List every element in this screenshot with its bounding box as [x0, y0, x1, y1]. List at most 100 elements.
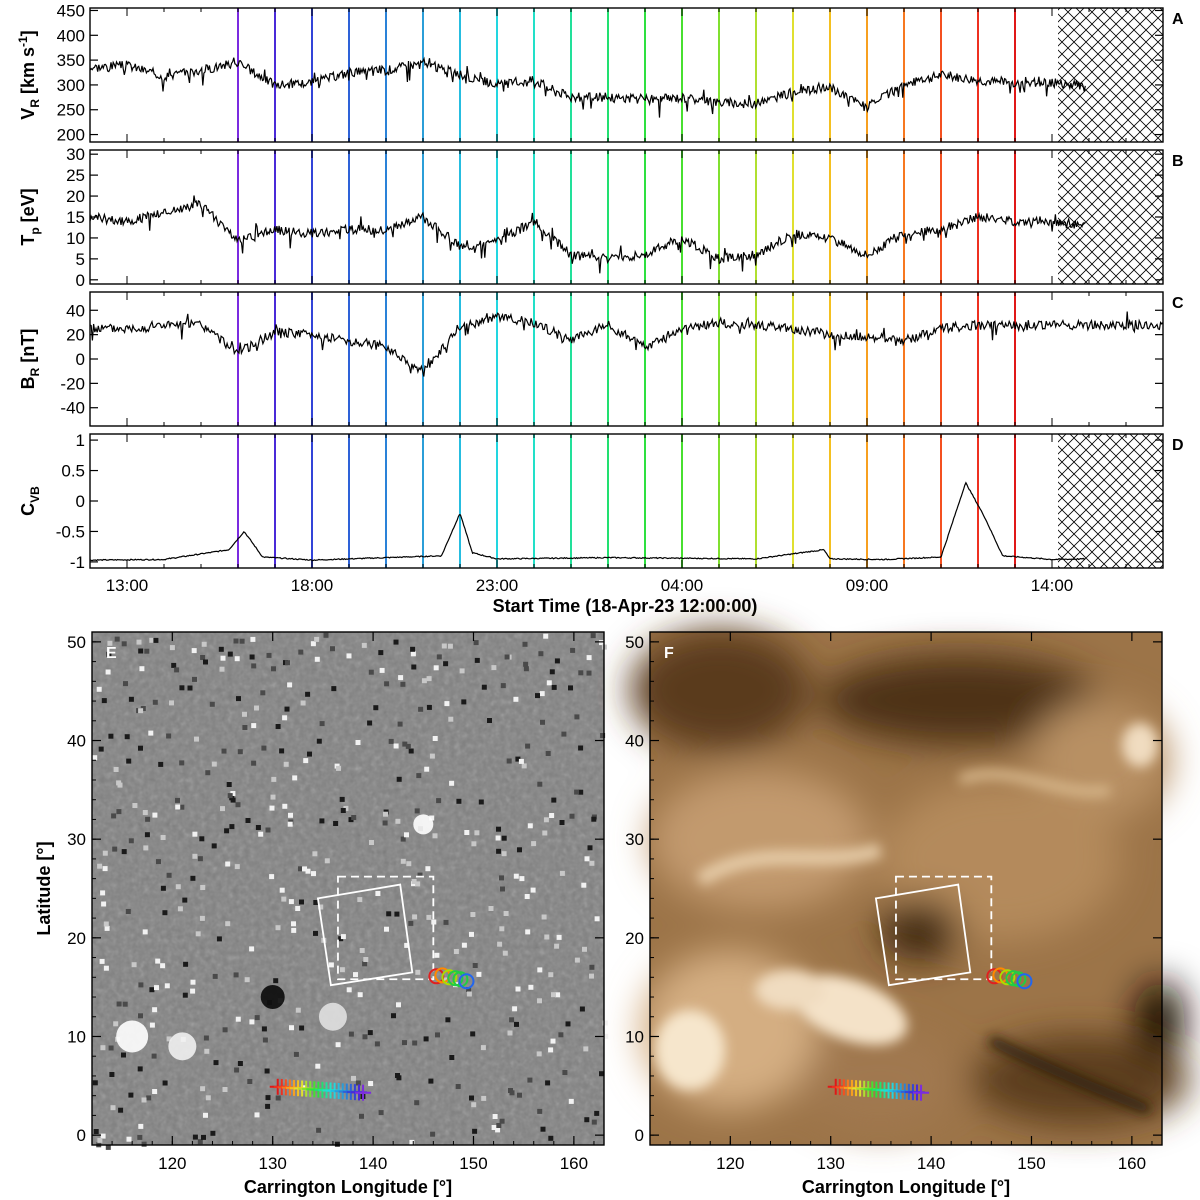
- magnetogram-pixel: [247, 1079, 253, 1084]
- magnetogram-pixel: [192, 831, 198, 837]
- magnetogram-pixel: [501, 835, 507, 841]
- magnetogram-pixel: [397, 721, 403, 727]
- magnetogram-pixel: [124, 734, 130, 740]
- magnetogram-pixel: [275, 1095, 281, 1101]
- magnetogram-pixel: [175, 884, 181, 890]
- magnetogram-pixel: [565, 1021, 571, 1027]
- magnetogram-pixel: [295, 1007, 301, 1013]
- magnetogram-pixel: [126, 758, 132, 764]
- magnetogram-pixel: [562, 1070, 568, 1075]
- panel-frame: [89, 433, 1164, 569]
- footpoint-circle: [441, 969, 458, 986]
- footpoint-circle: [999, 969, 1016, 986]
- magnetogram-pixel: [154, 985, 159, 991]
- y-tick-label: -1: [70, 553, 85, 572]
- magnetogram-pixel: [400, 858, 406, 864]
- magnetogram-pixel: [187, 685, 193, 691]
- magnetogram-pixel: [195, 931, 201, 937]
- magnetogram-pixel: [348, 1031, 354, 1037]
- magnetogram-pixel: [200, 885, 206, 890]
- map-y-tick-label: 50: [67, 633, 86, 652]
- magnetogram-pixel: [537, 967, 543, 973]
- magnetogram-pixel: [551, 684, 557, 690]
- time-tick-label: 14:00: [1031, 576, 1074, 595]
- magnetogram-pixel: [405, 743, 411, 749]
- magnetogram-pixel: [466, 987, 472, 992]
- magnetogram-pixel: [136, 639, 142, 645]
- magnetogram-pixel: [425, 866, 431, 872]
- magnetogram-pixel: [502, 950, 508, 956]
- magnetogram-pixel: [594, 916, 600, 922]
- magnetogram-pixel: [102, 866, 108, 872]
- magnetogram-pixel: [574, 789, 580, 795]
- magnetogram-pixel: [402, 1040, 407, 1046]
- magnetogram-pixel: [426, 676, 432, 682]
- magnetogram-pixel: [132, 803, 138, 808]
- magnetogram-pixel: [432, 736, 438, 741]
- magnetogram-pixel: [239, 638, 245, 644]
- magnetogram-pixel: [586, 670, 592, 676]
- magnetogram-pixel: [499, 926, 505, 932]
- magnetogram-pixel: [583, 1046, 589, 1052]
- map-y-tick-label: 20: [67, 929, 86, 948]
- magnetogram-pixel: [319, 721, 325, 727]
- magnetogram-pixel: [194, 736, 199, 742]
- magnetogram-pixel: [594, 1110, 600, 1116]
- magnetogram-pixel: [351, 815, 357, 820]
- magnetogram-pixel: [190, 979, 196, 985]
- magnetogram-pixel: [261, 1026, 267, 1032]
- magnetogram-pixel: [242, 711, 247, 717]
- magnetogram-pixel: [101, 901, 107, 907]
- magnetogram-pixel: [298, 866, 303, 872]
- magnetogram-pixel: [237, 1061, 243, 1066]
- y-tick-label: 0: [76, 350, 85, 369]
- magnetogram-pixel: [97, 863, 103, 869]
- magnetogram-pixel: [464, 830, 470, 835]
- magnetogram-pixel: [433, 665, 439, 671]
- magnetogram-pixel: [524, 894, 530, 899]
- map-y-tick-label: 0: [635, 1126, 644, 1145]
- magnetogram-pixel: [155, 958, 161, 964]
- magnetogram-pixel: [499, 875, 504, 881]
- magnetogram-pixel: [590, 633, 596, 639]
- source-region-solid-box: [874, 883, 972, 987]
- magnetogram-pixel: [443, 919, 449, 925]
- y-tick-label: -40: [60, 399, 85, 418]
- magnetogram-pixel: [220, 806, 225, 812]
- magnetogram-pixel: [449, 1055, 455, 1060]
- magnetogram-pixel: [396, 1002, 401, 1008]
- magnetogram-pixel: [357, 897, 363, 903]
- magnetogram-pixel: [367, 720, 373, 726]
- magnetogram-pixel: [335, 1042, 341, 1048]
- magnetogram-pixel: [515, 756, 521, 762]
- magnetogram-pixel: [191, 648, 197, 654]
- magnetogram-pixel: [291, 921, 296, 927]
- panel-c: -40 -20 0 20 40 C BR [nT]: [18, 291, 1184, 427]
- time-tick-label: 18:00: [291, 576, 334, 595]
- magnetogram-pixel: [106, 651, 112, 657]
- magnetogram-pixel: [517, 1092, 522, 1098]
- panel-letter: B: [1172, 153, 1184, 170]
- magnetogram-pixel: [415, 969, 421, 975]
- y-tick-label: 1: [76, 431, 85, 450]
- magnetogram-pixel: [444, 701, 450, 707]
- magnetogram-pixel: [469, 1095, 474, 1101]
- map-x-tick-label: 150: [1017, 1154, 1045, 1173]
- magnetogram-pixel: [512, 1006, 518, 1012]
- magnetogram-pixel: [269, 805, 275, 811]
- magnetogram-pixel: [125, 909, 131, 914]
- magnetogram-pixel: [375, 891, 381, 896]
- magnetogram-pixel: [262, 1037, 268, 1043]
- magnetogram-pixel: [192, 676, 197, 682]
- magnetogram-pixel: [227, 793, 233, 799]
- magnetogram-pixel: [549, 813, 555, 818]
- magnetogram-pixel: [311, 871, 316, 877]
- magnetogram-pixel: [254, 1112, 260, 1118]
- magnetogram-pixel: [528, 984, 534, 990]
- magnetogram-pixel: [497, 941, 503, 947]
- magnetogram-pixel: [288, 812, 293, 818]
- magnetogram-pixel: [603, 1033, 609, 1039]
- magnetogram-pixel: [234, 656, 240, 662]
